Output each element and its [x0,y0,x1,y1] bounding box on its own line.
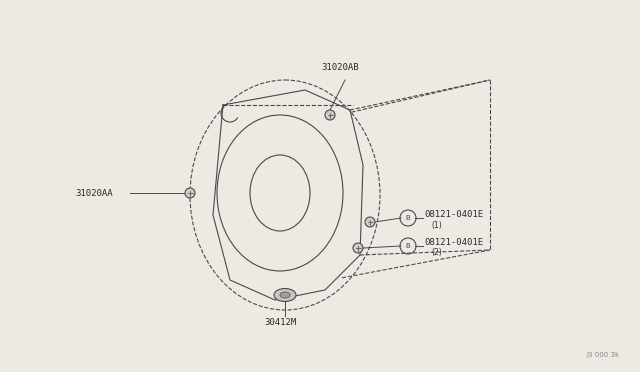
Ellipse shape [274,289,296,301]
Text: (1): (1) [431,221,442,230]
Text: B: B [406,215,410,221]
Text: B: B [406,243,410,249]
Text: 31020AA: 31020AA [75,189,113,198]
Ellipse shape [280,292,290,298]
Text: 31020AB: 31020AB [321,63,359,72]
Text: 30412M: 30412M [264,318,296,327]
Text: 08121-0401E: 08121-0401E [424,237,483,247]
Text: (2): (2) [431,248,442,257]
Text: 08121-0401E: 08121-0401E [424,209,483,218]
Text: J3 000 3k: J3 000 3k [587,352,620,358]
Circle shape [353,243,363,253]
Circle shape [325,110,335,120]
Circle shape [365,217,375,227]
Circle shape [185,188,195,198]
